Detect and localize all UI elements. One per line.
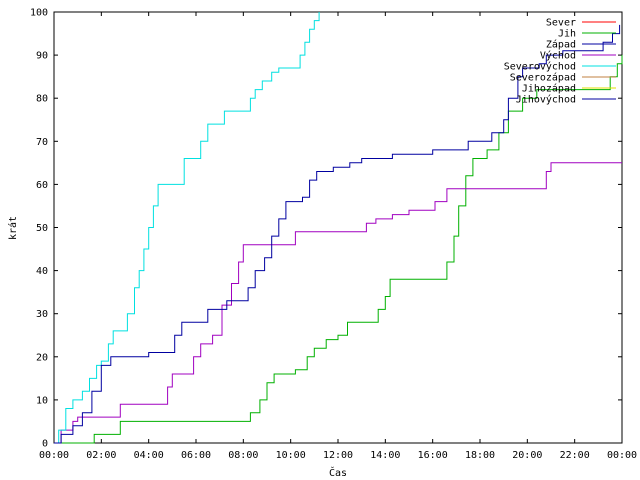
series-lines [54,12,623,444]
x-tick-label: 00:00 [607,450,637,461]
x-tick-label: 22:00 [560,450,590,461]
legend-label: Jihozápad [522,83,576,95]
x-tick-label: 08:00 [228,450,258,461]
y-tick-label: 50 [36,223,48,234]
legend-label: Jihovýchod [516,94,576,106]
y-tick-label: 0 [42,439,48,450]
x-tick-label: 10:00 [276,450,306,461]
legend-label: Sever [546,18,576,29]
x-tick-label: 18:00 [465,450,495,461]
x-tick-label: 06:00 [181,450,211,461]
legend: SeverJihZápadVýchodSeverovýchodSeverozáp… [504,18,616,106]
x-tick-label: 00:00 [39,450,69,461]
x-axis-label: Čas [329,466,347,479]
y-tick-label: 60 [36,180,48,191]
legend-label: Východ [540,50,576,62]
x-axis-ticks: 00:00 02:00 04:00 06:00 08:00 10:00 12:00 14:00… [39,12,637,461]
y-tick-label: 30 [36,309,48,320]
legend-label: Severovýchod [504,61,576,73]
series-line-4 [54,12,320,444]
x-tick-label: 20:00 [512,450,542,461]
x-tick-label: 14:00 [370,450,400,461]
y-tick-label: 90 [36,51,48,62]
x-tick-label: 04:00 [134,450,164,461]
y-tick-label: 100 [30,8,48,19]
y-tick-label: 10 [36,395,48,406]
series-line-3 [54,162,622,444]
x-tick-label: 12:00 [323,450,353,461]
x-tick-label: 02:00 [86,450,116,461]
y-tick-label: 80 [36,94,48,105]
y-tick-label: 20 [36,352,48,363]
y-axis-label: krát [7,216,19,240]
legend-label: Jih [558,29,576,40]
legend-label: Západ [546,39,576,51]
series-line-1 [54,55,623,444]
series-line-7 [54,24,621,444]
y-axis-ticks: 0 10 20 30 40 50 60 70 80 90 100 [30,8,622,450]
y-tick-label: 40 [36,266,48,277]
y-tick-label: 70 [36,137,48,148]
legend-label: Severozápad [510,72,576,84]
x-tick-label: 16:00 [418,450,448,461]
